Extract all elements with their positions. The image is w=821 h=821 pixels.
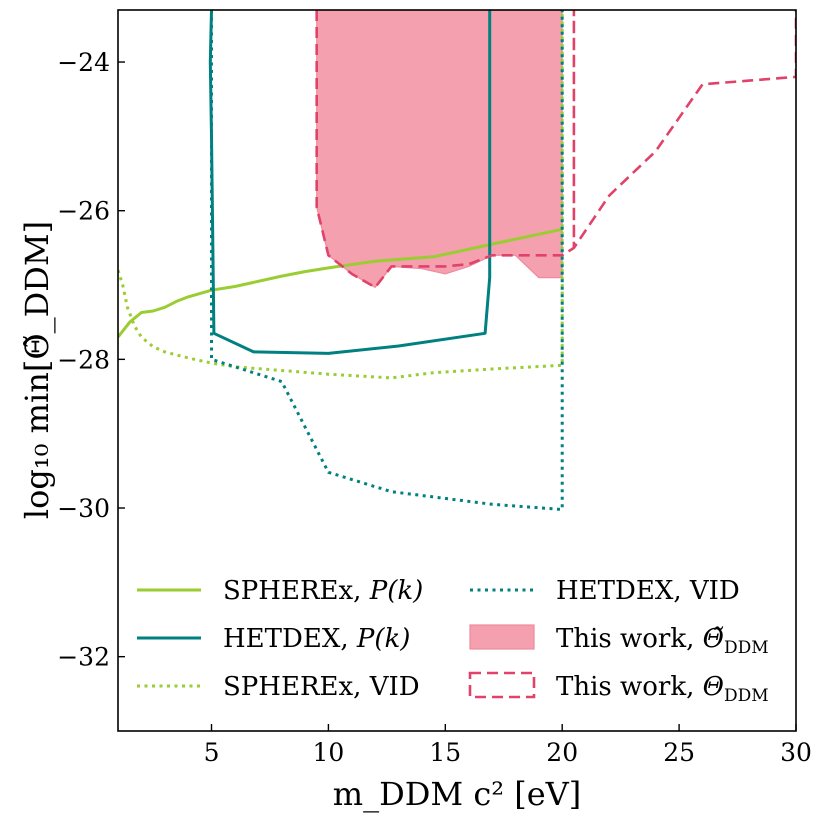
series-line-spherex-vid xyxy=(118,10,564,380)
x-tick-label: 5 xyxy=(204,738,220,767)
series-line-this-work-ddm xyxy=(315,10,796,289)
plot-data-layer xyxy=(118,10,796,511)
x-tick-label: 30 xyxy=(780,738,812,767)
x-tick-label: 15 xyxy=(429,738,461,767)
y-tick-label: −32 xyxy=(57,643,110,672)
legend-swatch-this-work-ddm xyxy=(469,624,535,650)
x-tick-label: 10 xyxy=(313,738,345,767)
legend-label-hetdex-p-k: HETDEX, P(k) xyxy=(223,624,410,654)
y-tick-label: −30 xyxy=(57,494,110,523)
axis-ticks: 5 10 15 20 25 30 −32 −30 −28 −26 −24 xyxy=(57,48,812,767)
legend-swatch-this-work-ddm xyxy=(468,671,536,699)
series-line-hetdex-p-k xyxy=(208,10,492,355)
legend-label-spherex-vid: SPHEREx, VID xyxy=(223,672,420,702)
series-line-hetdex-vid xyxy=(210,10,564,511)
series-fill-this-work-ddm xyxy=(316,10,563,289)
plot-frame xyxy=(117,9,797,732)
series-line-spherex-p-k xyxy=(118,227,563,339)
x-tick-label: 20 xyxy=(546,738,578,767)
legend: SPHEREx, P(k) HETDEX, P(k) SPHEREx, VID HET… xyxy=(137,576,769,706)
legend-label-this-work-ddm: This work, Θ̃DDM xyxy=(556,624,769,658)
y-axis-label: log₁₀ min[Θ̃_DDM] xyxy=(18,221,56,519)
y-tick-label: −28 xyxy=(57,345,110,374)
legend-label-this-work-ddm: This work, ΘDDM xyxy=(556,672,769,706)
y-tick-label: −24 xyxy=(57,48,110,77)
y-tick-label: −26 xyxy=(57,197,110,226)
legend-label-spherex-p-k: SPHEREx, P(k) xyxy=(223,576,423,606)
x-axis-label: m_DDM c² [eV] xyxy=(333,775,582,813)
legend-label-hetdex-vid: HETDEX, VID xyxy=(556,576,740,606)
x-tick-label: 25 xyxy=(663,738,695,767)
